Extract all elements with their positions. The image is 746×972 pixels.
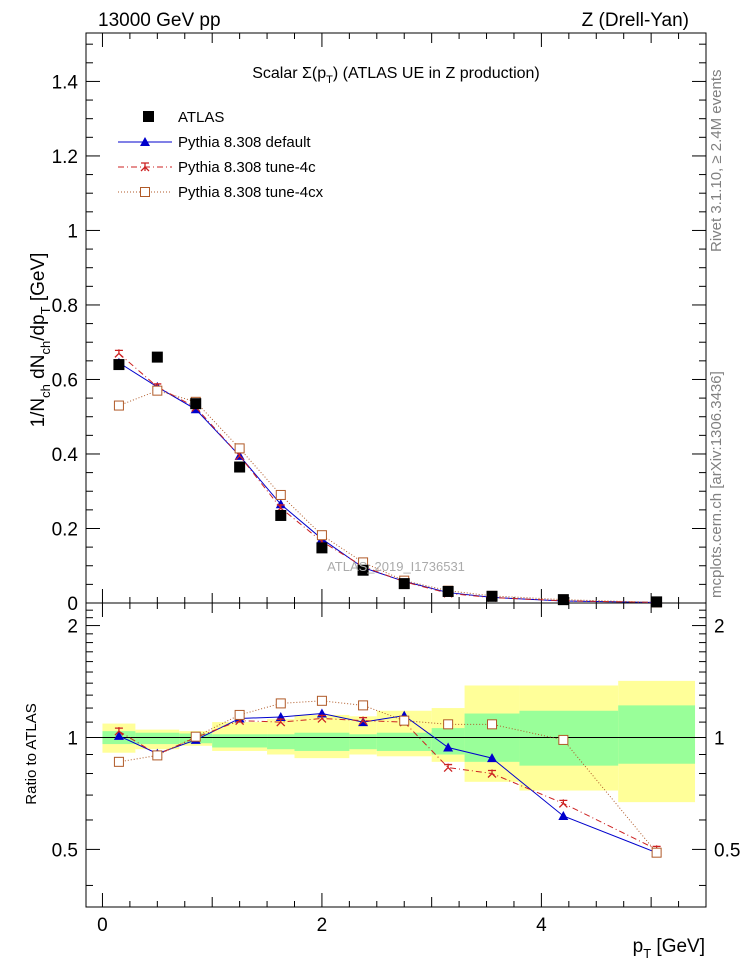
- main-point-atlas: [275, 509, 287, 521]
- xlabel: pT [GeV]: [633, 936, 705, 961]
- xtick-label: 2: [317, 915, 328, 936]
- uncertainty-bands: [86, 680, 706, 803]
- band-inner-bin: [349, 734, 377, 750]
- band-inner-bin: [294, 732, 350, 751]
- ratio-point-tune4c: [317, 714, 327, 723]
- ratio-ytick-label: 0.5: [52, 840, 78, 861]
- main-ytick-label: 0.4: [52, 445, 79, 466]
- ratio-point-tune4c: [276, 718, 286, 727]
- main-ytick-label: 0: [67, 594, 78, 615]
- main-point-atlas: [651, 596, 663, 608]
- ratio-point-tune4cx: [275, 698, 286, 709]
- legend-label-tune4c: Pythia 8.308 tune-4c: [178, 159, 316, 176]
- ratio-point-tune4c: [558, 799, 568, 808]
- ratio-point-tune4cx: [113, 756, 124, 767]
- main-ytick-label: 1.2: [52, 147, 78, 168]
- ratio-point-tune4cx: [190, 731, 201, 742]
- ratio-point-tune4cx: [399, 715, 410, 726]
- main-point-atlas: [442, 585, 454, 597]
- main-ytick-label: 0.2: [52, 519, 78, 540]
- main-point-atlas: [316, 542, 328, 554]
- main-point-tune4cx: [113, 400, 124, 411]
- rivet-label: Rivet 3.1.10, ≥ 2.4M events: [708, 70, 725, 253]
- main-ytick-label: 0.8: [52, 296, 78, 317]
- main-line-tune4c: [118, 353, 657, 603]
- ratio-point-default: [443, 742, 454, 752]
- ratio-point-tune4cx: [234, 709, 245, 720]
- axis-ticks: 00.20.40.60.811.21.40.5 0.51 12 20 2 4: [52, 33, 740, 936]
- band-inner-bin: [519, 710, 619, 766]
- main-ylabel: 1/Nch dNch/dpT [GeV]: [28, 253, 53, 428]
- main-point-atlas: [398, 578, 410, 590]
- main-point-default: [275, 499, 286, 509]
- ratio-point-default: [487, 753, 498, 763]
- main-point-atlas: [151, 351, 163, 363]
- ratio-ylabel: Ratio to ATLAS: [23, 703, 40, 804]
- main-point-tune4cx: [152, 385, 163, 396]
- ratio-point-tune4c: [358, 716, 368, 726]
- ratio-point-tune4cx: [651, 847, 662, 858]
- header-left: 13000 GeV pp: [98, 10, 221, 31]
- ratio-point-tune4cx: [316, 695, 327, 706]
- legend: ATLAS Pythia 8.308 default Pythia 8.308 …: [118, 109, 324, 201]
- xtick-label: 0: [97, 915, 108, 936]
- ratio-point-tune4cx: [358, 700, 369, 711]
- legend-marker-atlas: [143, 111, 154, 122]
- ratio-ytick-label-right: 0.5: [714, 840, 740, 861]
- main-point-atlas: [486, 590, 498, 602]
- header-right: Z (Drell-Yan): [582, 10, 689, 31]
- main-ytick-label: 1: [67, 221, 78, 242]
- main-point-atlas: [113, 359, 125, 371]
- main-ytick-label: 0.6: [52, 370, 78, 391]
- xtick-label: 4: [536, 915, 547, 936]
- ratio-line-tune4c: [118, 717, 657, 850]
- band-inner-bin: [618, 705, 696, 764]
- watermark: ATLAS_2019_I1736531: [327, 559, 465, 574]
- main-point-tune4c: [114, 349, 124, 358]
- mcplots-label: mcplots.cern.ch [arXiv:1306.3436]: [708, 371, 725, 598]
- main-point-tune4cx: [316, 530, 327, 541]
- ratio-ytick-label-right: 1: [714, 728, 725, 749]
- main-title: Scalar Σ(pT) (ATLAS UE in Z production): [252, 65, 540, 86]
- main-point-tune4cx: [275, 489, 286, 500]
- main-ytick-label: 1.4: [52, 72, 79, 93]
- main-point-atlas: [190, 398, 202, 410]
- legend-marker-default: [140, 137, 150, 146]
- ratio-point-tune4cx: [152, 750, 163, 761]
- ratio-point-tune4c: [487, 769, 497, 778]
- ratio-point-tune4c: [114, 727, 124, 736]
- ratio-point-default: [113, 730, 124, 740]
- ratio-point-tune4cx: [558, 734, 569, 745]
- band-inner-bin: [212, 734, 268, 748]
- legend-label-tune4cx: Pythia 8.308 tune-4cx: [178, 184, 324, 201]
- ratio-point-default: [558, 810, 569, 820]
- band-inner-bin: [267, 734, 295, 750]
- ratio-line-default: [118, 713, 657, 854]
- main-point-atlas: [234, 461, 246, 473]
- legend-marker-tune4cx: [140, 187, 150, 197]
- band-inner-bin: [135, 732, 180, 745]
- ratio-point-tune4cx: [487, 719, 498, 730]
- series-layer: [113, 349, 663, 858]
- ratio-ytick-label: 2: [67, 617, 78, 638]
- ratio-point-tune4cx: [443, 719, 454, 730]
- legend-label-atlas: ATLAS: [178, 109, 224, 126]
- ratio-ytick-label: 1: [67, 728, 78, 749]
- legend-label-default: Pythia 8.308 default: [178, 134, 311, 151]
- main-point-atlas: [357, 564, 369, 576]
- main-point-tune4cx: [234, 443, 245, 454]
- legend-marker-tune4c: [140, 162, 150, 172]
- ratio-point-tune4c: [443, 763, 453, 773]
- ratio-ytick-label-right: 2: [714, 617, 725, 638]
- main-point-atlas: [557, 594, 569, 606]
